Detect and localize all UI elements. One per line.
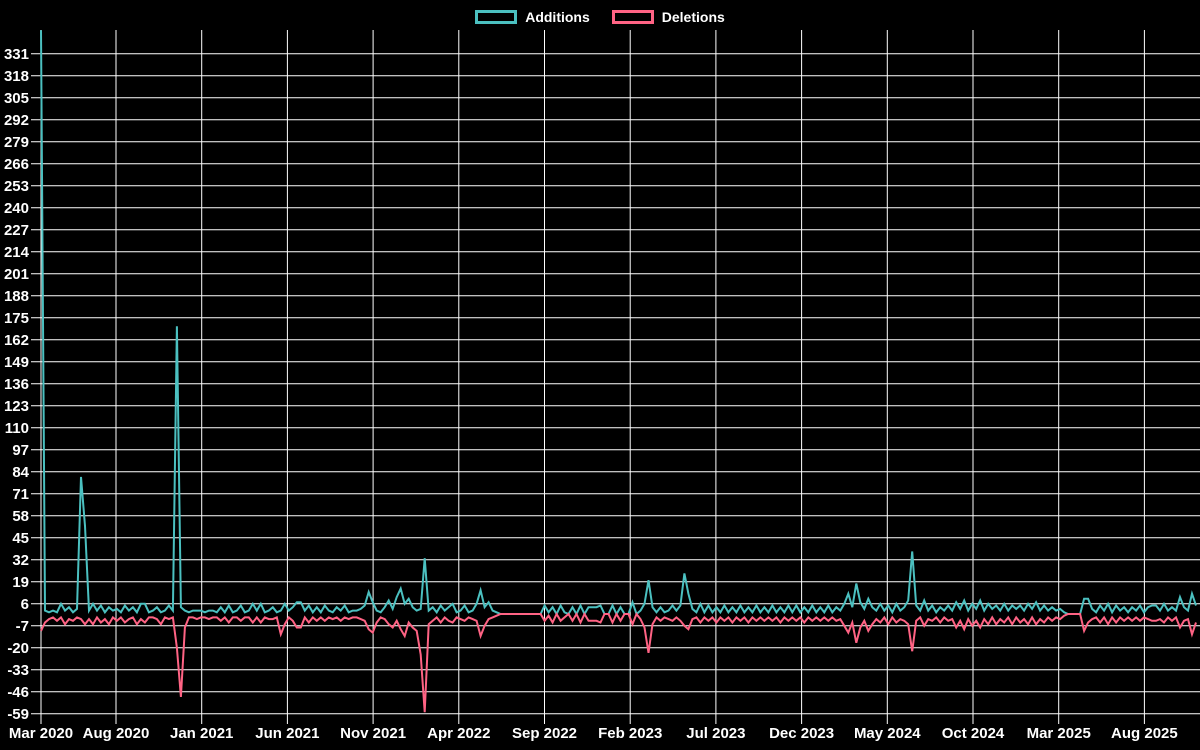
svg-text:71: 71: [12, 486, 29, 503]
svg-text:240: 240: [4, 200, 29, 217]
legend-label-additions: Additions: [525, 9, 590, 25]
svg-text:110: 110: [5, 420, 29, 437]
svg-text:253: 253: [4, 178, 29, 195]
svg-text:84: 84: [12, 464, 29, 481]
svg-text:Jun 2021: Jun 2021: [255, 725, 319, 742]
svg-text:6: 6: [21, 596, 29, 613]
svg-text:32: 32: [12, 552, 29, 569]
svg-text:Dec 2023: Dec 2023: [769, 725, 834, 742]
legend-item-deletions[interactable]: Deletions: [611, 9, 725, 25]
svg-text:Mar 2020: Mar 2020: [9, 725, 73, 742]
svg-text:Jan 2021: Jan 2021: [170, 725, 233, 742]
svg-text:214: 214: [4, 244, 30, 261]
svg-text:Nov 2021: Nov 2021: [340, 725, 406, 742]
svg-text:149: 149: [4, 354, 29, 371]
svg-text:162: 162: [4, 332, 29, 349]
svg-text:Sep 2022: Sep 2022: [512, 725, 577, 742]
svg-text:-46: -46: [7, 684, 29, 701]
svg-text:201: 201: [4, 266, 29, 283]
deletions-swatch-icon: [611, 10, 654, 24]
svg-text:331: 331: [4, 46, 29, 63]
svg-text:227: 227: [4, 222, 29, 239]
svg-text:305: 305: [4, 90, 29, 107]
svg-text:97: 97: [12, 442, 29, 459]
chart-legend: Additions Deletions: [0, 4, 1200, 30]
svg-text:Feb 2023: Feb 2023: [598, 725, 662, 742]
svg-text:58: 58: [12, 508, 29, 525]
svg-text:Apr 2022: Apr 2022: [427, 725, 490, 742]
svg-text:266: 266: [4, 156, 29, 173]
legend-item-additions[interactable]: Additions: [475, 9, 590, 25]
svg-text:Aug 2025: Aug 2025: [1111, 725, 1178, 742]
svg-text:-33: -33: [7, 662, 29, 679]
svg-text:318: 318: [4, 68, 29, 85]
svg-text:136: 136: [4, 376, 29, 393]
svg-text:279: 279: [4, 134, 29, 151]
svg-text:-20: -20: [7, 640, 29, 657]
svg-text:Mar 2025: Mar 2025: [1027, 725, 1091, 742]
svg-text:-7: -7: [16, 618, 29, 635]
additions-swatch-icon: [475, 10, 518, 24]
svg-text:May 2024: May 2024: [854, 725, 921, 742]
legend-label-deletions: Deletions: [661, 9, 725, 25]
svg-text:45: 45: [12, 530, 29, 547]
svg-text:123: 123: [4, 398, 29, 415]
svg-text:19: 19: [12, 574, 29, 591]
svg-text:175: 175: [4, 310, 29, 327]
svg-text:Aug 2020: Aug 2020: [83, 725, 150, 742]
svg-text:-59: -59: [7, 706, 29, 723]
svg-text:Jul 2023: Jul 2023: [686, 725, 745, 742]
svg-text:188: 188: [4, 288, 29, 305]
svg-text:Oct 2024: Oct 2024: [942, 725, 1005, 742]
svg-text:292: 292: [4, 112, 29, 129]
